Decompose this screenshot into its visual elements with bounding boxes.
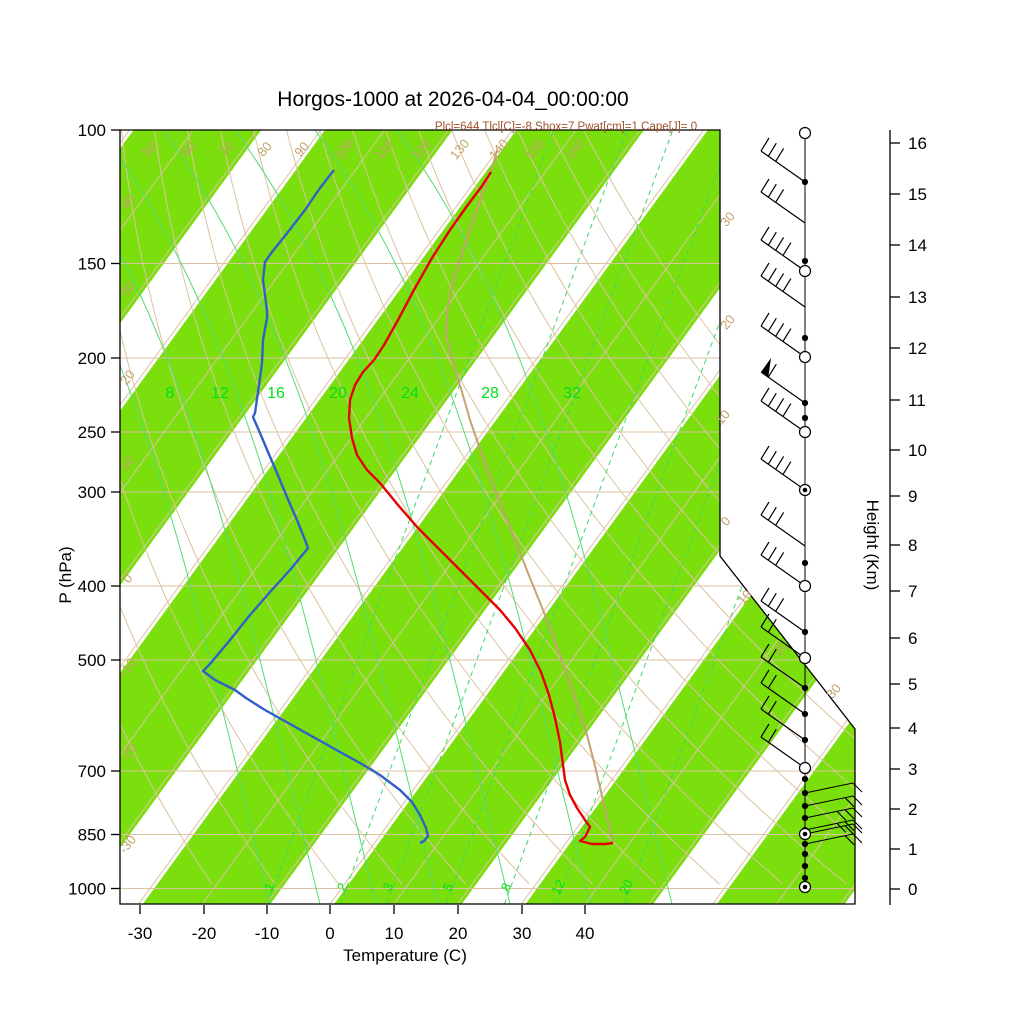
svg-text:32: 32 [563, 385, 581, 402]
svg-text:30: 30 [513, 924, 532, 943]
svg-text:12: 12 [548, 877, 568, 897]
svg-text:5: 5 [908, 675, 917, 694]
parcel-curve [444, 149, 614, 844]
svg-text:3: 3 [908, 760, 917, 779]
svg-text:400: 400 [78, 577, 106, 596]
svg-text:28: 28 [481, 385, 499, 402]
svg-text:300: 300 [78, 483, 106, 502]
svg-text:-30: -30 [116, 832, 139, 856]
chart-subtitle: Plcl=644 Tlcl[C]=-8 Shox=7 Pwat[cm]=1 Ca… [434, 121, 698, 133]
temperature-axis: -30 -20 -10 0 10 20 30 40 [128, 905, 595, 943]
svg-text:0: 0 [908, 880, 917, 899]
svg-text:12: 12 [211, 385, 229, 402]
svg-text:200: 200 [78, 349, 106, 368]
svg-text:20: 20 [616, 877, 636, 897]
svg-text:2: 2 [334, 880, 351, 893]
svg-text:40: 40 [576, 924, 595, 943]
svg-text:15: 15 [908, 185, 927, 204]
svg-text:850: 850 [78, 826, 106, 845]
svg-text:11: 11 [908, 391, 926, 410]
svg-text:14: 14 [908, 236, 927, 255]
temperature-curve [347, 171, 614, 846]
svg-text:8: 8 [498, 880, 515, 893]
moist-adiabat-labels: 8 12 16 20 24 28 32 [166, 385, 581, 402]
wind-barbs [760, 126, 863, 894]
svg-text:1000: 1000 [68, 880, 106, 899]
svg-text:-10: -10 [255, 924, 280, 943]
dewpoint-curve [201, 169, 430, 845]
svg-text:16: 16 [267, 385, 285, 402]
svg-text:80: 80 [254, 139, 275, 160]
svg-text:6: 6 [908, 629, 917, 648]
pressure-axis: 100 150 200 250 300 400 500 700 850 1000 [68, 121, 120, 899]
moist-adiabat-lines [120, 130, 673, 904]
svg-text:500: 500 [78, 651, 106, 670]
svg-text:20: 20 [449, 924, 468, 943]
pressure-axis-title: P (hPa) [56, 546, 75, 604]
svg-text:30: 30 [823, 681, 844, 702]
svg-text:20: 20 [329, 385, 347, 402]
svg-text:8: 8 [166, 385, 175, 402]
svg-text:-20: -20 [192, 924, 217, 943]
svg-text:13: 13 [908, 288, 927, 307]
svg-text:1: 1 [908, 840, 917, 859]
svg-text:150: 150 [78, 255, 106, 274]
green-bands [120, 130, 855, 904]
svg-text:130: 130 [447, 136, 472, 162]
height-axis-title: Height (Km) [863, 499, 882, 591]
svg-text:12: 12 [908, 339, 927, 358]
svg-text:10: 10 [385, 924, 404, 943]
chart-title: Horgos-1000 at 2026-04-04_00:00:00 [277, 88, 629, 111]
svg-text:0: 0 [325, 924, 334, 943]
svg-text:9: 9 [908, 487, 917, 506]
svg-text:16: 16 [908, 134, 927, 153]
temperature-axis-title: Temperature (C) [343, 946, 467, 965]
plot-border [119, 129, 856, 905]
svg-text:24: 24 [401, 385, 419, 402]
svg-text:-30: -30 [128, 924, 153, 943]
svg-text:100: 100 [78, 121, 106, 140]
svg-text:4: 4 [908, 719, 917, 738]
svg-text:8: 8 [908, 536, 917, 555]
svg-text:7: 7 [908, 582, 917, 601]
svg-text:250: 250 [78, 423, 106, 442]
svg-text:10: 10 [908, 441, 927, 460]
svg-text:2: 2 [908, 800, 917, 819]
svg-text:700: 700 [78, 762, 106, 781]
